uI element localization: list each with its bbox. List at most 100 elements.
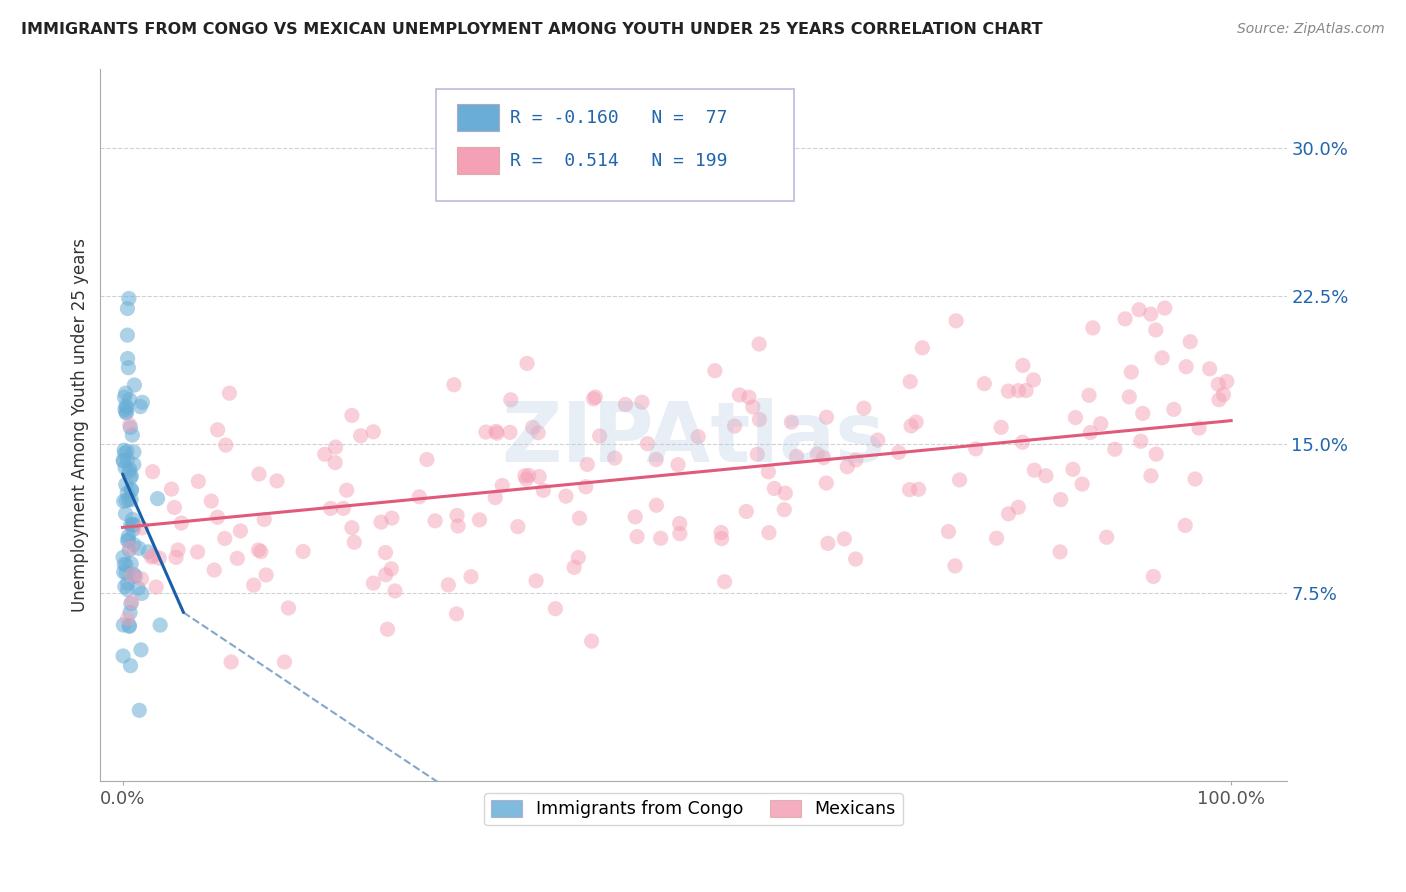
Point: [200, 494, 222, 508]
Point: [381, 511, 404, 525]
Point: [374, 545, 396, 559]
Point: [446, 508, 468, 523]
Point: [990, 420, 1012, 434]
Point: [118, 462, 141, 476]
Point: [1121, 365, 1143, 379]
Text: Source: ZipAtlas.com: Source: ZipAtlas.com: [1237, 22, 1385, 37]
Point: [1216, 375, 1239, 389]
Point: [738, 390, 761, 404]
Point: [581, 634, 603, 648]
Point: [128, 541, 150, 556]
Point: [437, 578, 460, 592]
Point: [377, 622, 399, 636]
Point: [115, 493, 138, 508]
Point: [866, 433, 889, 447]
Point: [343, 535, 366, 549]
Point: [911, 341, 934, 355]
Point: [416, 452, 439, 467]
Point: [468, 513, 491, 527]
Point: [332, 501, 354, 516]
Text: ZIPAtlas: ZIPAtlas: [502, 399, 886, 479]
Point: [117, 360, 139, 375]
Point: [340, 409, 363, 423]
Point: [118, 417, 141, 432]
Point: [408, 490, 430, 504]
Point: [1022, 373, 1045, 387]
Point: [142, 465, 165, 479]
Point: [1163, 402, 1185, 417]
Point: [1128, 302, 1150, 317]
Point: [118, 618, 141, 632]
Point: [120, 492, 142, 507]
Point: [852, 401, 875, 416]
Point: [141, 550, 163, 565]
Point: [165, 550, 187, 565]
Point: [115, 406, 138, 420]
Point: [120, 468, 142, 483]
Point: [614, 397, 637, 411]
Point: [515, 472, 537, 486]
Point: [728, 388, 751, 402]
Point: [218, 386, 240, 401]
Point: [142, 549, 165, 563]
Point: [226, 551, 249, 566]
Point: [117, 533, 139, 548]
Point: [202, 563, 225, 577]
Point: [973, 376, 995, 391]
Point: [1049, 545, 1071, 559]
Point: [506, 519, 529, 533]
Point: [118, 464, 141, 478]
Point: [117, 612, 139, 626]
Point: [1132, 406, 1154, 420]
Point: [986, 531, 1008, 545]
Point: [148, 551, 170, 566]
Point: [785, 450, 807, 464]
Point: [943, 558, 966, 573]
Point: [136, 545, 159, 559]
Point: [603, 450, 626, 465]
Point: [380, 562, 402, 576]
Point: [117, 486, 139, 500]
Point: [1080, 425, 1102, 440]
Point: [121, 428, 143, 442]
Point: [938, 524, 960, 539]
Point: [114, 386, 136, 401]
Point: [114, 402, 136, 417]
Point: [277, 601, 299, 615]
Point: [668, 516, 690, 531]
Point: [723, 419, 745, 434]
Point: [112, 454, 135, 468]
Text: R = -0.160   N =  77: R = -0.160 N = 77: [510, 109, 728, 127]
Point: [124, 378, 146, 392]
Point: [485, 425, 508, 439]
Point: [484, 491, 506, 505]
Point: [1064, 410, 1087, 425]
Point: [631, 395, 654, 409]
Point: [146, 491, 169, 506]
Point: [187, 545, 209, 559]
Point: [748, 337, 770, 351]
Point: [131, 572, 153, 586]
Point: [127, 581, 149, 595]
Point: [522, 420, 544, 434]
Point: [114, 390, 136, 404]
Point: [117, 529, 139, 543]
Point: [120, 483, 142, 497]
Point: [170, 516, 193, 530]
Point: [1180, 334, 1202, 349]
Point: [1144, 323, 1167, 337]
Point: [214, 532, 236, 546]
Point: [247, 543, 270, 558]
Point: [1139, 307, 1161, 321]
Point: [527, 469, 550, 483]
Point: [589, 429, 612, 443]
Point: [118, 543, 141, 558]
Point: [114, 507, 136, 521]
Text: IMMIGRANTS FROM CONGO VS MEXICAN UNEMPLOYMENT AMONG YOUTH UNDER 25 YEARS CORRELA: IMMIGRANTS FROM CONGO VS MEXICAN UNEMPLO…: [21, 22, 1043, 37]
Point: [292, 544, 315, 558]
Point: [1129, 434, 1152, 449]
Point: [817, 536, 839, 550]
Point: [703, 364, 725, 378]
Point: [645, 498, 668, 512]
Text: R =  0.514   N = 199: R = 0.514 N = 199: [510, 152, 728, 169]
